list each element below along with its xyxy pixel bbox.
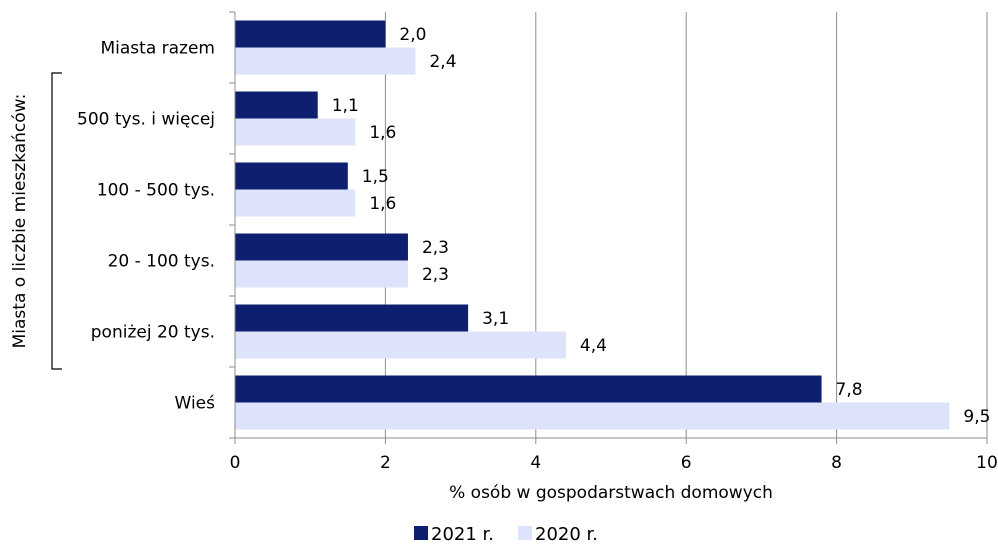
category-labels: Miasta razem 500 tys. i więcej 100 - 500 t… bbox=[77, 39, 215, 414]
data-label: 2,3 bbox=[422, 265, 449, 285]
group-bracket: Miasta o liczbie mieszkańców: bbox=[10, 72, 62, 370]
data-label: 2,4 bbox=[429, 52, 456, 72]
bar bbox=[235, 47, 416, 75]
data-label: 1,1 bbox=[332, 96, 359, 116]
group-label: Miasta o liczbie mieszkańców: bbox=[10, 94, 30, 349]
data-label: 2,3 bbox=[422, 238, 449, 258]
data-label: 1,6 bbox=[369, 194, 396, 214]
bar bbox=[235, 260, 408, 288]
legend: 2021 r. 2020 r. bbox=[414, 524, 598, 545]
legend-label: 2020 r. bbox=[535, 524, 598, 545]
legend-label: 2021 r. bbox=[431, 524, 494, 545]
bar bbox=[235, 118, 356, 146]
data-label: 1,6 bbox=[369, 123, 396, 143]
bar bbox=[235, 189, 356, 217]
bar bbox=[235, 402, 950, 430]
bar bbox=[235, 331, 566, 359]
category-label: Miasta razem bbox=[100, 39, 215, 59]
x-tick-label: 10 bbox=[976, 453, 998, 473]
bar bbox=[235, 233, 408, 261]
data-label: 9,5 bbox=[963, 407, 990, 427]
data-label: 2,0 bbox=[399, 25, 426, 45]
data-label: 4,4 bbox=[580, 336, 607, 356]
bar bbox=[235, 20, 386, 48]
category-label: 100 - 500 tys. bbox=[97, 181, 215, 201]
x-tick-label: 6 bbox=[681, 453, 692, 473]
category-label: 500 tys. i więcej bbox=[77, 110, 215, 130]
x-tick-labels: 0 2 4 6 8 10 bbox=[230, 453, 998, 473]
x-tick-label: 8 bbox=[831, 453, 842, 473]
bars bbox=[235, 20, 950, 430]
x-tick-label: 4 bbox=[530, 453, 541, 473]
category-label: Wieś bbox=[175, 394, 216, 414]
x-tick-label: 0 bbox=[230, 453, 241, 473]
x-tick-label: 2 bbox=[380, 453, 391, 473]
bar bbox=[235, 304, 469, 332]
bar bbox=[235, 375, 822, 403]
gridlines bbox=[384, 12, 988, 438]
data-label: 7,8 bbox=[836, 380, 863, 400]
x-axis-title: % osób w gospodarstwach domowych bbox=[449, 483, 773, 503]
bar bbox=[235, 91, 318, 119]
data-label: 1,5 bbox=[362, 167, 389, 187]
value-labels: 2,02,4 1,1 1,6 1,5 1,6 2,3 2,3 3,1 4,4 7,8 9,5 bbox=[332, 25, 991, 427]
data-label: 3,1 bbox=[482, 309, 509, 329]
category-label: poniżej 20 tys. bbox=[91, 323, 215, 343]
bar bbox=[235, 162, 348, 190]
group-bracket-line bbox=[51, 72, 62, 370]
legend-swatch bbox=[414, 526, 428, 540]
legend-swatch bbox=[518, 526, 532, 540]
category-label: 20 - 100 tys. bbox=[108, 252, 215, 272]
axes bbox=[229, 11, 988, 444]
